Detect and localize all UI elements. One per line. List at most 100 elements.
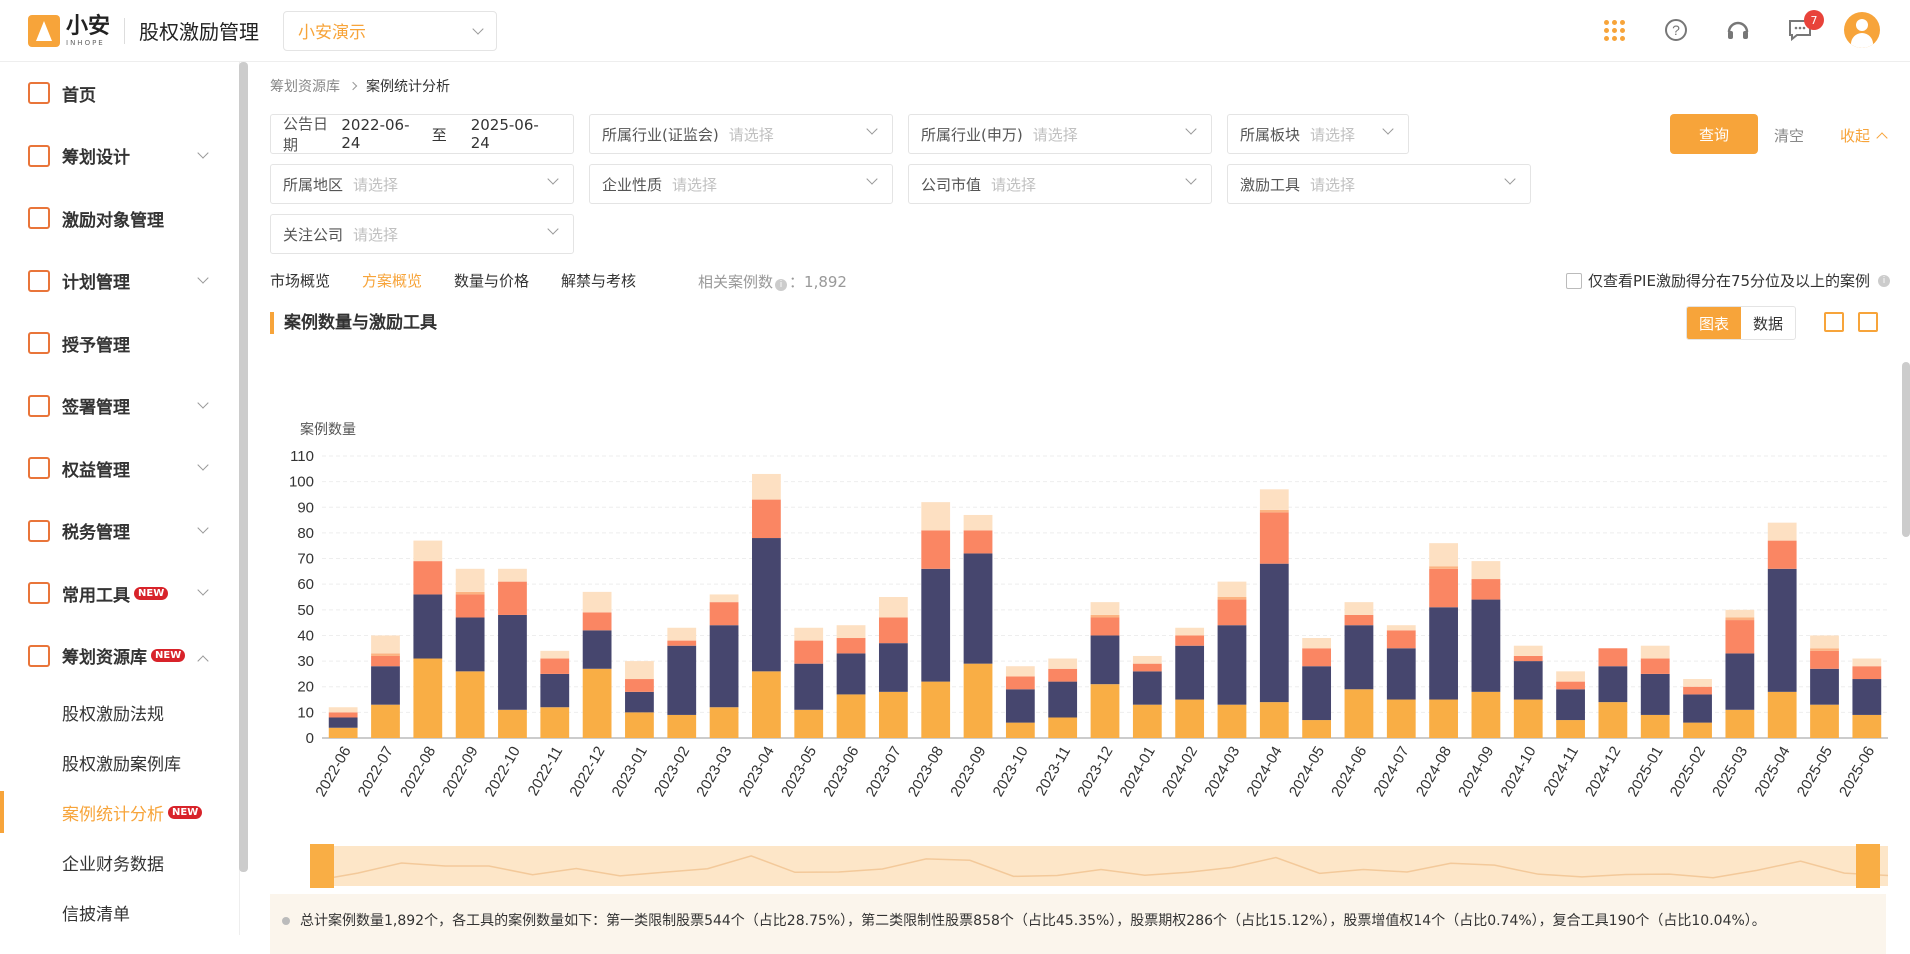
- sidebar-item-tools[interactable]: 常用工具 NEW: [0, 562, 239, 625]
- tab-market-overview[interactable]: 市场概览: [270, 272, 331, 290]
- date-range-separator: 至: [431, 125, 447, 144]
- bar-segment: [1513, 645, 1543, 656]
- support-headset-icon[interactable]: [1720, 12, 1756, 48]
- bar-segment: [836, 653, 866, 695]
- collapse-filters-button[interactable]: 收起: [1840, 125, 1888, 146]
- logo[interactable]: 小安 INHOPE: [28, 14, 110, 47]
- tab-plan-overview[interactable]: 方案概览: [362, 272, 423, 290]
- tab-unlock-assessment[interactable]: 解禁与考核: [561, 272, 637, 290]
- bar-segment: [582, 630, 612, 669]
- info-icon[interactable]: i: [1878, 274, 1891, 287]
- y-axis-label: 案例数量: [300, 421, 356, 437]
- bar-segment: [1175, 645, 1205, 700]
- export-excel-icon[interactable]: [1824, 312, 1844, 332]
- bar-segment: [1556, 681, 1585, 690]
- x-tick-label: 2025-01: [1624, 744, 1666, 800]
- bar-segment: [1767, 568, 1797, 692]
- bar-segment: [498, 709, 527, 738]
- company-nature-select[interactable]: 企业性质 请选择: [589, 164, 893, 204]
- user-avatar-icon[interactable]: [1844, 12, 1880, 48]
- filter-label: 公告日期: [283, 115, 329, 154]
- apps-grid-icon[interactable]: [1596, 12, 1632, 48]
- y-tick-label: 20: [297, 679, 314, 696]
- follow-company-select[interactable]: 关注公司 请选择: [270, 214, 574, 254]
- sidebar-item-label: 授予管理: [62, 335, 130, 356]
- bar-segment: [1090, 614, 1120, 618]
- sidebar-scrollbar[interactable]: [239, 62, 248, 872]
- export-image-icon[interactable]: [1858, 312, 1878, 332]
- help-icon[interactable]: ?: [1658, 12, 1694, 48]
- bar-segment: [1259, 509, 1289, 513]
- filter-label: 激励工具: [1240, 175, 1301, 194]
- message-icon[interactable]: 7: [1782, 10, 1824, 48]
- bar-segment: [1429, 566, 1458, 569]
- sidebar-subitem-financials[interactable]: 企业财务数据: [0, 837, 239, 887]
- x-tick-label: 2025-03: [1709, 744, 1751, 800]
- sidebar-subitem-regulations[interactable]: 股权激励法规: [0, 687, 239, 737]
- chart-view-button[interactable]: 图表: [1687, 307, 1741, 339]
- x-tick-label: 2024-10: [1497, 744, 1539, 800]
- bar-segment: [455, 594, 485, 618]
- industry-sw-select[interactable]: 所属行业(申万) 请选择: [908, 114, 1212, 154]
- date-from-input[interactable]: 2022-06-24: [341, 116, 410, 152]
- clear-button[interactable]: 清空: [1774, 127, 1805, 145]
- bar-segment: [794, 640, 824, 664]
- y-tick-label: 30: [297, 653, 314, 670]
- sidebar-item-tax[interactable]: 税务管理: [0, 500, 239, 563]
- query-button[interactable]: 查询: [1670, 114, 1758, 154]
- bar-segment: [1767, 691, 1797, 738]
- date-to-input[interactable]: 2025-06-24: [470, 116, 539, 152]
- filter-label: 所属行业(申万): [921, 125, 1023, 144]
- tenant-select[interactable]: 小安演示: [283, 10, 498, 51]
- chevron-down-icon: [197, 521, 209, 534]
- bar-segment: [371, 666, 400, 705]
- plan-icon: [28, 269, 50, 292]
- chevron-down-icon: [197, 271, 209, 284]
- case-count-label: 相关案例数: [698, 273, 774, 291]
- bar-segment: [963, 530, 993, 554]
- sidebar-subitem-case-stats[interactable]: 案例统计分析 NEW: [0, 787, 239, 837]
- bar-segment: [1598, 702, 1628, 738]
- industry-csrc-select[interactable]: 所属行业(证监会) 请选择: [589, 114, 893, 154]
- bar-segment: [1598, 666, 1628, 703]
- incentive-tool-select[interactable]: 激励工具 请选择: [1227, 164, 1531, 204]
- bar-segment: [328, 717, 358, 728]
- x-tick-label: 2023-02: [651, 744, 693, 800]
- new-badge: NEW: [151, 649, 186, 663]
- sidebar-item-planning[interactable]: 筹划设计: [0, 125, 239, 188]
- date-range-filter[interactable]: 公告日期 2022-06-24 至 2025-06-24: [270, 114, 574, 154]
- sidebar-item-home[interactable]: 首页: [0, 62, 239, 125]
- checkbox-icon[interactable]: [1566, 272, 1582, 289]
- bar-segment: [1640, 645, 1670, 659]
- chevron-down-icon: [472, 22, 484, 35]
- bar-segment: [1429, 568, 1458, 608]
- sidebar-subitem-case-library[interactable]: 股权激励案例库: [0, 737, 239, 787]
- data-view-button[interactable]: 数据: [1752, 314, 1783, 333]
- sidebar-item-grant[interactable]: 授予管理: [0, 312, 239, 375]
- region-select[interactable]: 所属地区 请选择: [270, 164, 574, 204]
- bar-segment: [1471, 599, 1501, 692]
- bar-segment: [371, 704, 400, 738]
- sidebar-item-plans[interactable]: 计划管理: [0, 250, 239, 313]
- sidebar-subitem-disclosure[interactable]: 信披清单: [0, 887, 239, 935]
- sidebar-item-label: 签署管理: [62, 398, 130, 419]
- bar-segment: [1217, 581, 1247, 597]
- main-scrollbar[interactable]: [1902, 362, 1910, 537]
- filter-placeholder: 请选择: [353, 225, 399, 244]
- pie-filter-checkbox[interactable]: 仅查看PIE激励得分在75分位及以上的案例 i: [1566, 270, 1892, 291]
- filter-label: 所属板块: [1240, 125, 1301, 144]
- bar-segment: [1513, 699, 1543, 738]
- market-cap-select[interactable]: 公司市值 请选择: [908, 164, 1212, 204]
- info-icon[interactable]: i: [775, 279, 788, 291]
- bar-segment: [1429, 543, 1458, 567]
- sidebar-item-resources[interactable]: 筹划资源库 NEW: [0, 625, 239, 688]
- tab-quantity-price[interactable]: 数量与价格: [454, 272, 530, 290]
- logo-divider: [124, 17, 126, 44]
- breadcrumb-parent[interactable]: 筹划资源库: [270, 79, 340, 95]
- sidebar-item-targets[interactable]: 激励对象管理: [0, 187, 239, 250]
- x-tick-label: 2023-05: [778, 744, 820, 800]
- sidebar-item-equity[interactable]: 权益管理: [0, 437, 239, 500]
- board-select[interactable]: 所属板块 请选择: [1227, 114, 1409, 154]
- x-tick-label: 2022-12: [566, 744, 608, 800]
- sidebar-item-sign[interactable]: 签署管理: [0, 375, 239, 438]
